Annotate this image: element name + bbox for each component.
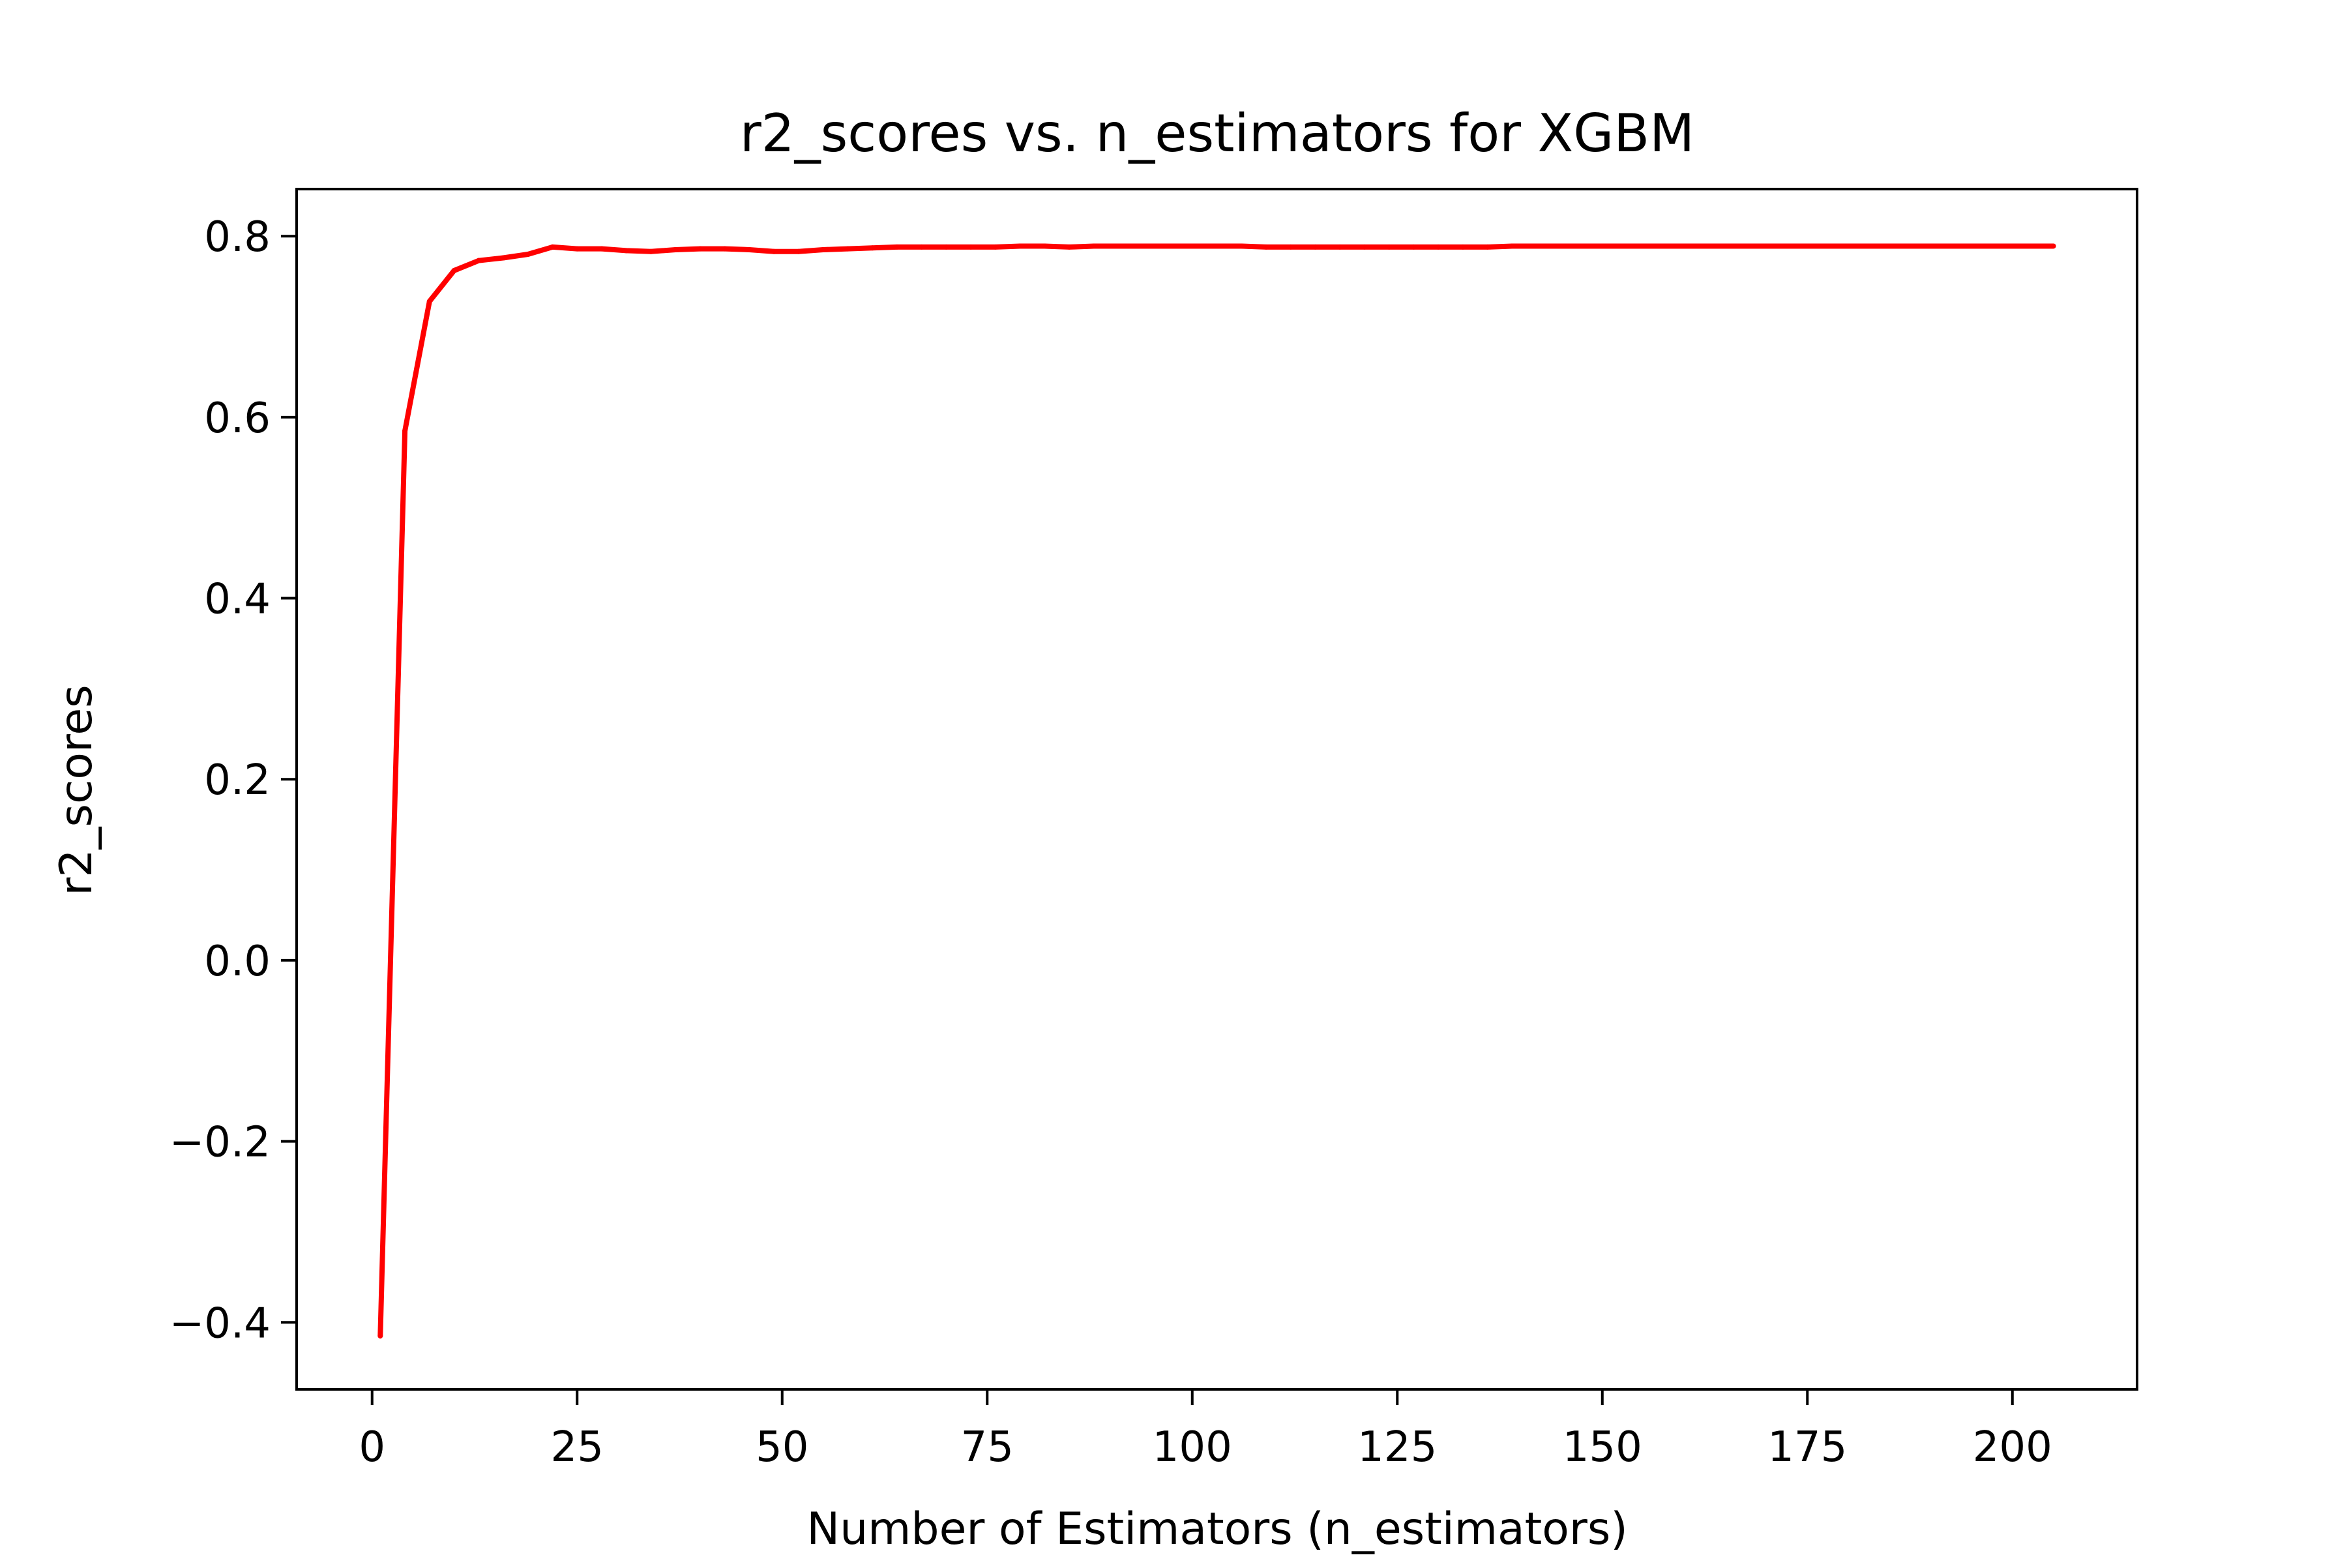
data-point <box>1386 244 1392 250</box>
data-point <box>1436 244 1441 250</box>
y-tick-label: −0.2 <box>170 1119 271 1167</box>
data-point <box>1239 243 1245 249</box>
data-point <box>1681 243 1687 249</box>
x-tick-label: 100 <box>1153 1423 1232 1472</box>
data-point <box>1731 243 1737 249</box>
data-point <box>525 251 531 257</box>
data-point <box>1755 243 1761 249</box>
data-point <box>550 244 555 250</box>
data-point <box>426 299 432 304</box>
x-tick-label: 175 <box>1767 1423 1847 1472</box>
data-point <box>451 267 457 273</box>
data-point <box>771 248 777 254</box>
data-point <box>1706 243 1712 249</box>
x-tick-label: 50 <box>756 1423 808 1472</box>
data-point <box>1411 244 1417 250</box>
data-point <box>1608 243 1614 249</box>
data-point <box>2026 243 2031 249</box>
y-axis-label: r2_scores <box>51 685 102 895</box>
y-tick-label: 0.2 <box>204 756 271 805</box>
data-point <box>1312 244 1318 250</box>
data-point <box>1042 243 1048 249</box>
series-layer <box>377 243 2056 1339</box>
data-point <box>377 1333 383 1339</box>
data-point <box>697 246 703 252</box>
data-point <box>1977 243 1983 249</box>
data-point <box>1288 244 1293 250</box>
x-tick-label: 150 <box>1563 1423 1642 1472</box>
data-point <box>476 258 482 263</box>
data-point <box>1878 243 1884 249</box>
data-point <box>919 244 924 250</box>
data-point <box>1140 243 1146 249</box>
y-tick-label: 0.8 <box>204 213 271 261</box>
data-point <box>795 248 801 254</box>
x-tick-label: 0 <box>359 1423 385 1472</box>
data-point <box>1829 243 1835 249</box>
data-point <box>1927 243 1933 249</box>
data-point <box>1067 244 1072 250</box>
data-point <box>1214 243 1220 249</box>
data-point <box>1583 243 1589 249</box>
data-point <box>1484 244 1490 250</box>
data-point <box>1460 244 1466 250</box>
data-point <box>623 248 629 254</box>
data-point <box>1632 243 1638 249</box>
data-point <box>845 246 851 252</box>
data-point <box>992 244 998 250</box>
data-point <box>1657 243 1662 249</box>
y-tick-label: −0.4 <box>170 1299 271 1348</box>
data-point <box>598 246 604 252</box>
data-point <box>746 247 752 253</box>
data-point <box>1903 243 1909 249</box>
data-point <box>648 248 654 254</box>
chart-title: r2_scores vs. n_estimators for XGBM <box>740 103 1694 164</box>
y-tick-label: 0.4 <box>204 576 271 624</box>
y-tick-label: 0.6 <box>204 394 271 443</box>
x-tick-label: 200 <box>1973 1423 2052 1472</box>
data-point <box>1091 243 1097 249</box>
data-point <box>2001 243 2007 249</box>
data-point <box>1952 243 1958 249</box>
data-point <box>870 245 876 251</box>
data-point <box>1115 243 1121 249</box>
data-point <box>1853 243 1859 249</box>
x-axis-label: Number of Estimators (n_estimators) <box>806 1503 1628 1555</box>
data-point <box>1263 244 1269 250</box>
data-point <box>1558 243 1564 249</box>
data-point <box>943 244 949 250</box>
data-point <box>501 255 507 261</box>
data-point <box>820 247 826 253</box>
data-point <box>402 428 408 434</box>
data-point <box>1017 243 1023 249</box>
data-point <box>1337 244 1343 250</box>
data-point <box>1805 243 1810 249</box>
data-point <box>722 246 728 252</box>
x-tick-label: 125 <box>1357 1423 1437 1472</box>
x-axis-ticks: 0 25 50 75 100 125 150 175 200 <box>359 1389 2052 1472</box>
data-point <box>1189 243 1195 249</box>
data-point <box>1780 243 1786 249</box>
data-point <box>1165 243 1171 249</box>
data-point <box>673 247 679 253</box>
plot-frame <box>295 188 2138 1391</box>
data-point <box>574 246 580 252</box>
x-tick-label: 25 <box>551 1423 604 1472</box>
data-point <box>1509 243 1515 249</box>
y-axis-ticks: −0.4 −0.2 0.0 0.2 0.4 0.6 0.8 <box>170 213 297 1348</box>
x-tick-label: 75 <box>961 1423 1014 1472</box>
data-point <box>1534 243 1540 249</box>
data-point <box>1361 244 1367 250</box>
data-point <box>2050 243 2056 249</box>
data-point <box>968 244 974 250</box>
data-point <box>894 244 900 250</box>
series-line-0 <box>377 243 2054 1337</box>
y-tick-label: 0.0 <box>204 938 271 986</box>
